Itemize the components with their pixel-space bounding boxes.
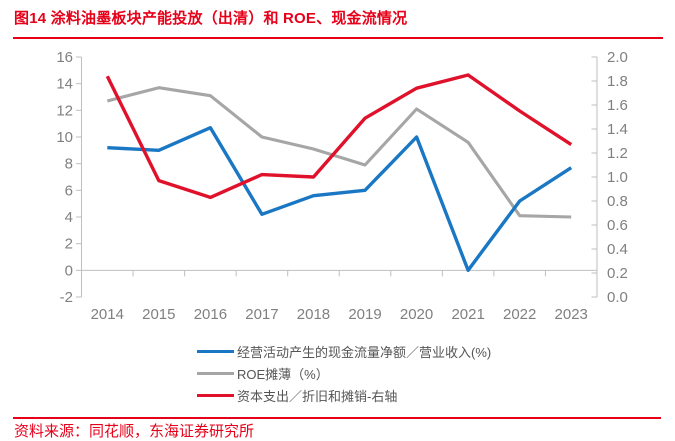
legend-label: ROE摊薄（%） [237, 366, 329, 382]
svg-text:12: 12 [56, 102, 73, 119]
svg-text:2: 2 [65, 236, 73, 253]
svg-text:0.2: 0.2 [607, 265, 628, 282]
svg-text:2018: 2018 [297, 306, 330, 323]
legend-line-swatch-red [197, 393, 234, 397]
svg-text:1.2: 1.2 [607, 145, 628, 162]
svg-text:6: 6 [65, 182, 73, 199]
svg-text:0: 0 [65, 262, 73, 279]
svg-text:2022: 2022 [503, 306, 536, 323]
series-line-0 [107, 125, 573, 272]
svg-text:2.0: 2.0 [607, 49, 628, 66]
svg-text:2016: 2016 [194, 306, 227, 323]
legend-line-swatch-blue [197, 349, 234, 353]
svg-text:1.8: 1.8 [607, 73, 628, 90]
svg-text:2015: 2015 [142, 306, 175, 323]
svg-text:1.6: 1.6 [607, 97, 628, 114]
svg-text:16: 16 [56, 49, 73, 66]
svg-text:1.4: 1.4 [607, 121, 628, 138]
svg-text:2019: 2019 [348, 306, 381, 323]
svg-text:0.0: 0.0 [607, 289, 628, 306]
source-note: 资料来源：同花顺，东海证券研究所 [14, 423, 255, 440]
chart-legend: 经营活动产生的现金流量净额／营业收入(%) ROE摊薄（%） 资本支出／折旧和摊… [197, 340, 491, 406]
legend-item: 资本支出／折旧和摊销-右轴 [197, 384, 491, 406]
legend-label: 资本支出／折旧和摊销-右轴 [237, 388, 398, 404]
footer-rule [13, 417, 661, 419]
svg-text:0.6: 0.6 [607, 217, 628, 234]
line-chart-svg: 16 14 12 10 8 6 4 2 0 -2 2.0 1.8 1.6 1.4 1.2 1.0 0.8 0.6 0… [56, 49, 628, 323]
svg-text:0.8: 0.8 [607, 193, 628, 210]
series-line-2 [105, 73, 573, 200]
svg-text:8: 8 [65, 156, 73, 173]
legend-line-swatch-gray [197, 371, 234, 375]
series-line-1 [106, 86, 572, 219]
svg-text:2021: 2021 [451, 306, 484, 323]
svg-text:2014: 2014 [91, 306, 124, 323]
title-underline [13, 37, 663, 39]
legend-item: 经营活动产生的现金流量净额／营业收入(%) [197, 340, 491, 362]
svg-text:2020: 2020 [400, 306, 433, 323]
legend-item: ROE摊薄（%） [197, 362, 491, 384]
svg-text:1.0: 1.0 [607, 169, 628, 186]
svg-text:10: 10 [56, 129, 73, 146]
svg-text:2017: 2017 [245, 306, 278, 323]
svg-text:2023: 2023 [555, 306, 588, 323]
page-title: 图14 涂料油墨板块产能投放（出清）和 ROE、现金流情况 [14, 10, 408, 27]
svg-text:-2: -2 [60, 289, 73, 306]
svg-text:0.4: 0.4 [607, 241, 628, 258]
svg-text:4: 4 [65, 209, 73, 226]
line-chart: 16 14 12 10 8 6 4 2 0 -2 2.0 1.8 1.6 1.4 1.2 1.0 0.8 0.6 0… [56, 49, 628, 323]
legend-label: 经营活动产生的现金流量净额／营业收入(%) [237, 344, 492, 360]
svg-text:14: 14 [56, 76, 73, 93]
